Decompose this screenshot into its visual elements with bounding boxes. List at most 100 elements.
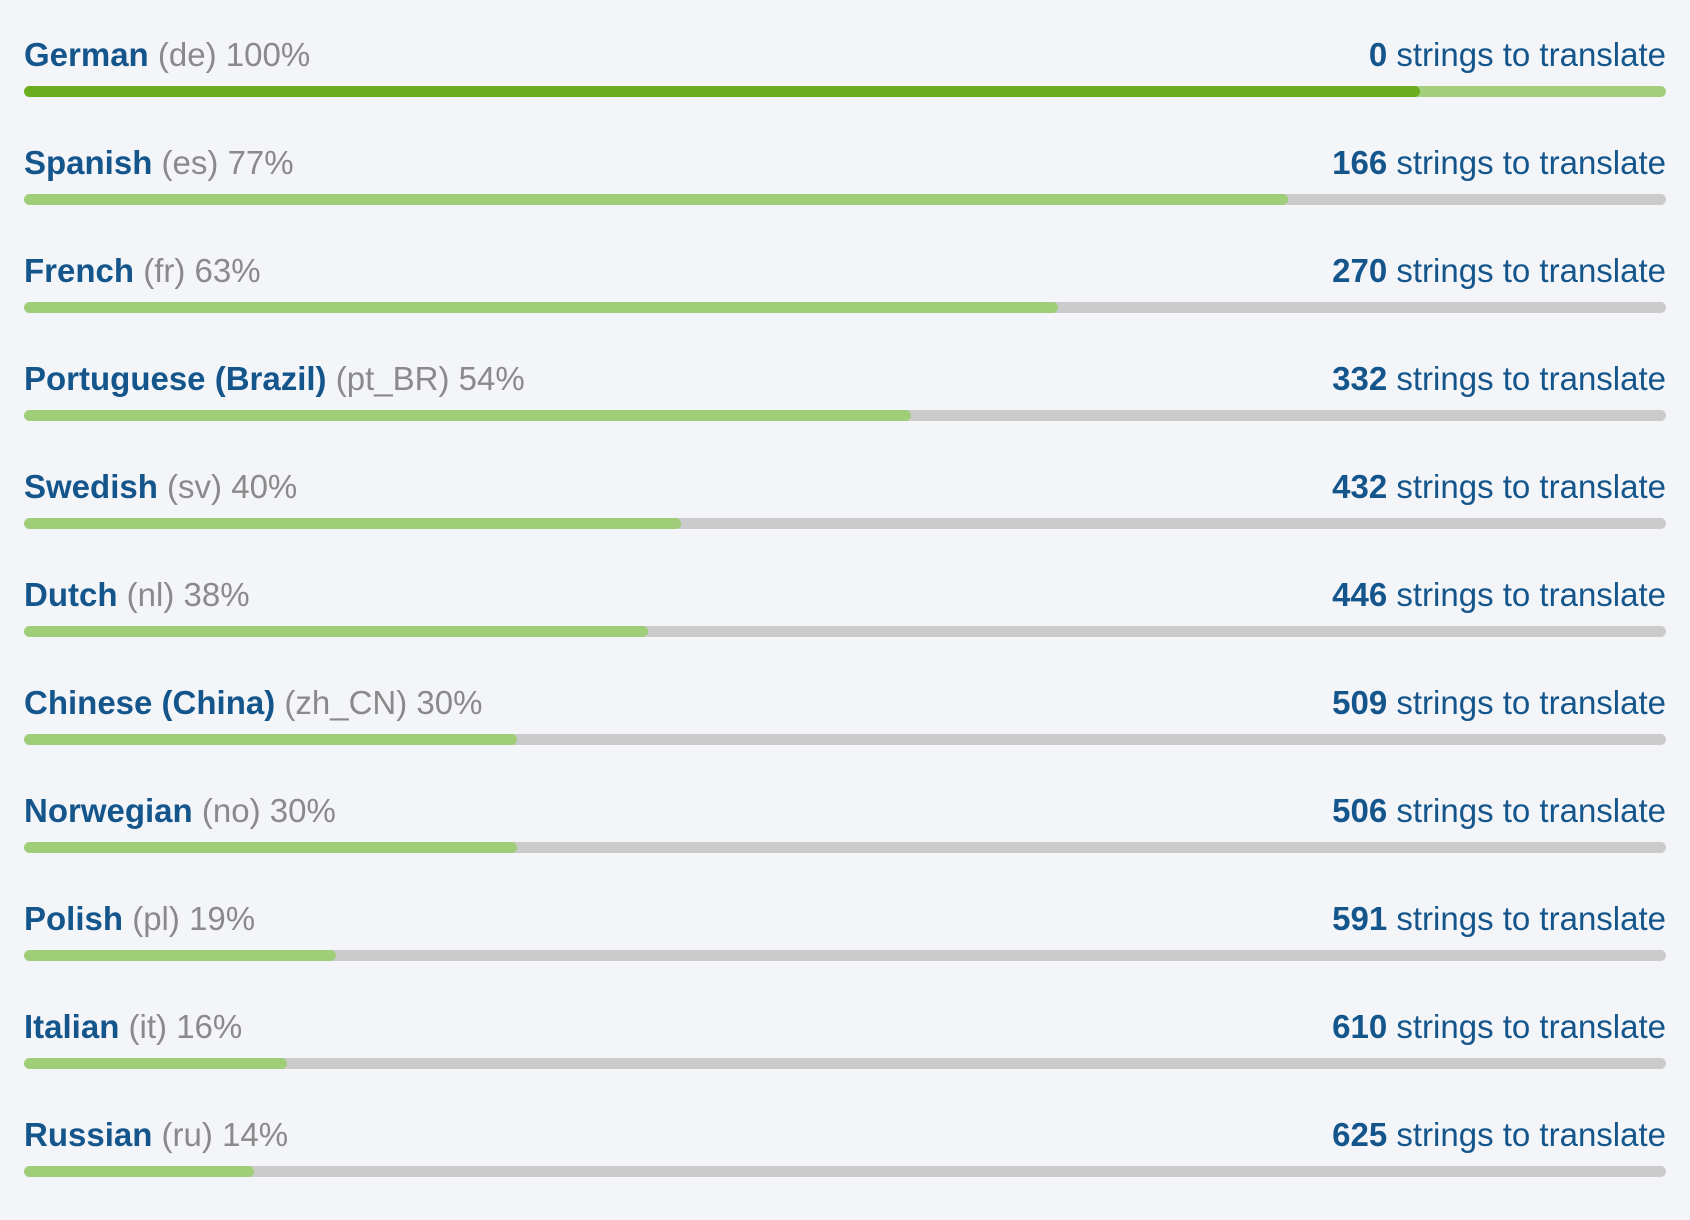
language-title: Portuguese (Brazil) (pt_BR) 54% bbox=[24, 354, 525, 404]
language-progress-list: German (de) 100% 0 strings to translate Sp… bbox=[24, 30, 1666, 1218]
language-name[interactable]: Russian bbox=[24, 1116, 153, 1153]
language-row-header: Swedish (sv) 40% 432 strings to translate bbox=[24, 462, 1666, 512]
language-name[interactable]: Polish bbox=[24, 900, 124, 937]
language-title: Dutch (nl) 38% bbox=[24, 570, 250, 620]
language-title: Spanish (es) 77% bbox=[24, 138, 294, 188]
strings-remaining-count: 166 bbox=[1332, 144, 1388, 181]
language-title: Chinese (China) (zh_CN) 30% bbox=[24, 678, 482, 728]
language-name[interactable]: Chinese (China) bbox=[24, 684, 276, 721]
language-row-fr[interactable]: French (fr) 63% 270 strings to translate bbox=[24, 246, 1666, 354]
language-code: sv bbox=[178, 468, 212, 505]
language-code-group: (it) 16% bbox=[128, 1008, 243, 1045]
language-row-header: Dutch (nl) 38% 446 strings to translate bbox=[24, 570, 1666, 620]
progress-bar-fill bbox=[24, 842, 517, 853]
language-name[interactable]: French bbox=[24, 252, 135, 289]
language-title: Italian (it) 16% bbox=[24, 1002, 242, 1052]
strings-remaining-count: 610 bbox=[1332, 1008, 1388, 1045]
language-percent: 30% bbox=[269, 792, 336, 829]
language-percent: 14% bbox=[222, 1116, 289, 1153]
progress-bar-track bbox=[24, 86, 1666, 97]
language-row-it[interactable]: Italian (it) 16% 610 strings to translate bbox=[24, 1002, 1666, 1110]
language-percent: 77% bbox=[227, 144, 294, 181]
strings-remaining-label: strings to translate bbox=[1396, 252, 1666, 289]
strings-remaining: 591 strings to translate bbox=[1332, 894, 1666, 944]
language-percent: 16% bbox=[176, 1008, 243, 1045]
strings-remaining-label: strings to translate bbox=[1396, 468, 1666, 505]
strings-remaining: 610 strings to translate bbox=[1332, 1002, 1666, 1052]
strings-remaining-count: 446 bbox=[1332, 576, 1388, 613]
language-percent: 54% bbox=[458, 360, 525, 397]
progress-bar-fill bbox=[24, 1058, 287, 1069]
language-percent: 30% bbox=[416, 684, 483, 721]
progress-bar-track bbox=[24, 194, 1666, 205]
language-code: it bbox=[139, 1008, 157, 1045]
language-name[interactable]: German bbox=[24, 36, 149, 73]
language-code: ru bbox=[172, 1116, 202, 1153]
language-name[interactable]: Dutch bbox=[24, 576, 118, 613]
progress-bar-fill bbox=[24, 194, 1289, 205]
language-row-zh-cn[interactable]: Chinese (China) (zh_CN) 30% 509 strings t… bbox=[24, 678, 1666, 786]
language-row-header: Spanish (es) 77% 166 strings to translate bbox=[24, 138, 1666, 188]
language-row-header: Italian (it) 16% 610 strings to translate bbox=[24, 1002, 1666, 1052]
language-row-header: Portuguese (Brazil) (pt_BR) 54% 332 strin… bbox=[24, 354, 1666, 404]
progress-bar-track bbox=[24, 950, 1666, 961]
strings-remaining-label: strings to translate bbox=[1396, 360, 1666, 397]
language-code: es bbox=[172, 144, 208, 181]
language-row-sv[interactable]: Swedish (sv) 40% 432 strings to translate bbox=[24, 462, 1666, 570]
progress-bar-track bbox=[24, 1058, 1666, 1069]
language-row-pl[interactable]: Polish (pl) 19% 591 strings to translate bbox=[24, 894, 1666, 1002]
strings-remaining-count: 625 bbox=[1332, 1116, 1388, 1153]
language-row-header: Norwegian (no) 30% 506 strings to transla… bbox=[24, 786, 1666, 836]
strings-remaining-label: strings to translate bbox=[1396, 144, 1666, 181]
language-row-de[interactable]: German (de) 100% 0 strings to translate bbox=[24, 30, 1666, 138]
language-name[interactable]: Spanish bbox=[24, 144, 153, 181]
language-row-es[interactable]: Spanish (es) 77% 166 strings to translate bbox=[24, 138, 1666, 246]
strings-remaining-count: 509 bbox=[1332, 684, 1388, 721]
strings-remaining: 166 strings to translate bbox=[1332, 138, 1666, 188]
language-row-pt-br[interactable]: Portuguese (Brazil) (pt_BR) 54% 332 strin… bbox=[24, 354, 1666, 462]
strings-remaining: 506 strings to translate bbox=[1332, 786, 1666, 836]
progress-bar-track bbox=[24, 1166, 1666, 1177]
language-code: fr bbox=[154, 252, 175, 289]
progress-bar-fill bbox=[24, 950, 336, 961]
progress-bar-track bbox=[24, 626, 1666, 637]
language-code-group: (fr) 63% bbox=[143, 252, 261, 289]
language-code-group: (no) 30% bbox=[201, 792, 336, 829]
progress-bar-track bbox=[24, 842, 1666, 853]
language-code-group: (es) 77% bbox=[161, 144, 294, 181]
language-percent: 100% bbox=[225, 36, 311, 73]
strings-remaining-count: 270 bbox=[1332, 252, 1388, 289]
progress-bar-fill bbox=[24, 734, 517, 745]
language-name[interactable]: Portuguese (Brazil) bbox=[24, 360, 327, 397]
strings-remaining-label: strings to translate bbox=[1396, 1008, 1666, 1045]
language-row-ru[interactable]: Russian (ru) 14% 625 strings to translate bbox=[24, 1110, 1666, 1218]
strings-remaining: 509 strings to translate bbox=[1332, 678, 1666, 728]
language-name[interactable]: Norwegian bbox=[24, 792, 193, 829]
language-row-header: Chinese (China) (zh_CN) 30% 509 strings t… bbox=[24, 678, 1666, 728]
language-row-no[interactable]: Norwegian (no) 30% 506 strings to transla… bbox=[24, 786, 1666, 894]
progress-bar-fill bbox=[24, 1166, 254, 1177]
language-name[interactable]: Italian bbox=[24, 1008, 120, 1045]
language-title: Polish (pl) 19% bbox=[24, 894, 255, 944]
language-code-group: (pl) 19% bbox=[132, 900, 256, 937]
strings-remaining-label: strings to translate bbox=[1396, 900, 1666, 937]
language-name[interactable]: Swedish bbox=[24, 468, 158, 505]
language-code: pt_BR bbox=[346, 360, 439, 397]
language-title: German (de) 100% bbox=[24, 30, 310, 80]
strings-remaining-label: strings to translate bbox=[1396, 36, 1666, 73]
strings-remaining-count: 591 bbox=[1332, 900, 1388, 937]
language-code-group: (ru) 14% bbox=[161, 1116, 289, 1153]
language-row-header: Russian (ru) 14% 625 strings to translate bbox=[24, 1110, 1666, 1160]
language-title: French (fr) 63% bbox=[24, 246, 261, 296]
strings-remaining-count: 432 bbox=[1332, 468, 1388, 505]
progress-bar-fill bbox=[24, 518, 681, 529]
language-percent: 40% bbox=[231, 468, 298, 505]
language-code: zh_CN bbox=[295, 684, 397, 721]
strings-remaining: 270 strings to translate bbox=[1332, 246, 1666, 296]
strings-remaining-label: strings to translate bbox=[1396, 576, 1666, 613]
strings-remaining-label: strings to translate bbox=[1396, 792, 1666, 829]
language-row-nl[interactable]: Dutch (nl) 38% 446 strings to translate bbox=[24, 570, 1666, 678]
language-code: pl bbox=[143, 900, 169, 937]
language-title: Russian (ru) 14% bbox=[24, 1110, 288, 1160]
language-percent: 38% bbox=[183, 576, 250, 613]
